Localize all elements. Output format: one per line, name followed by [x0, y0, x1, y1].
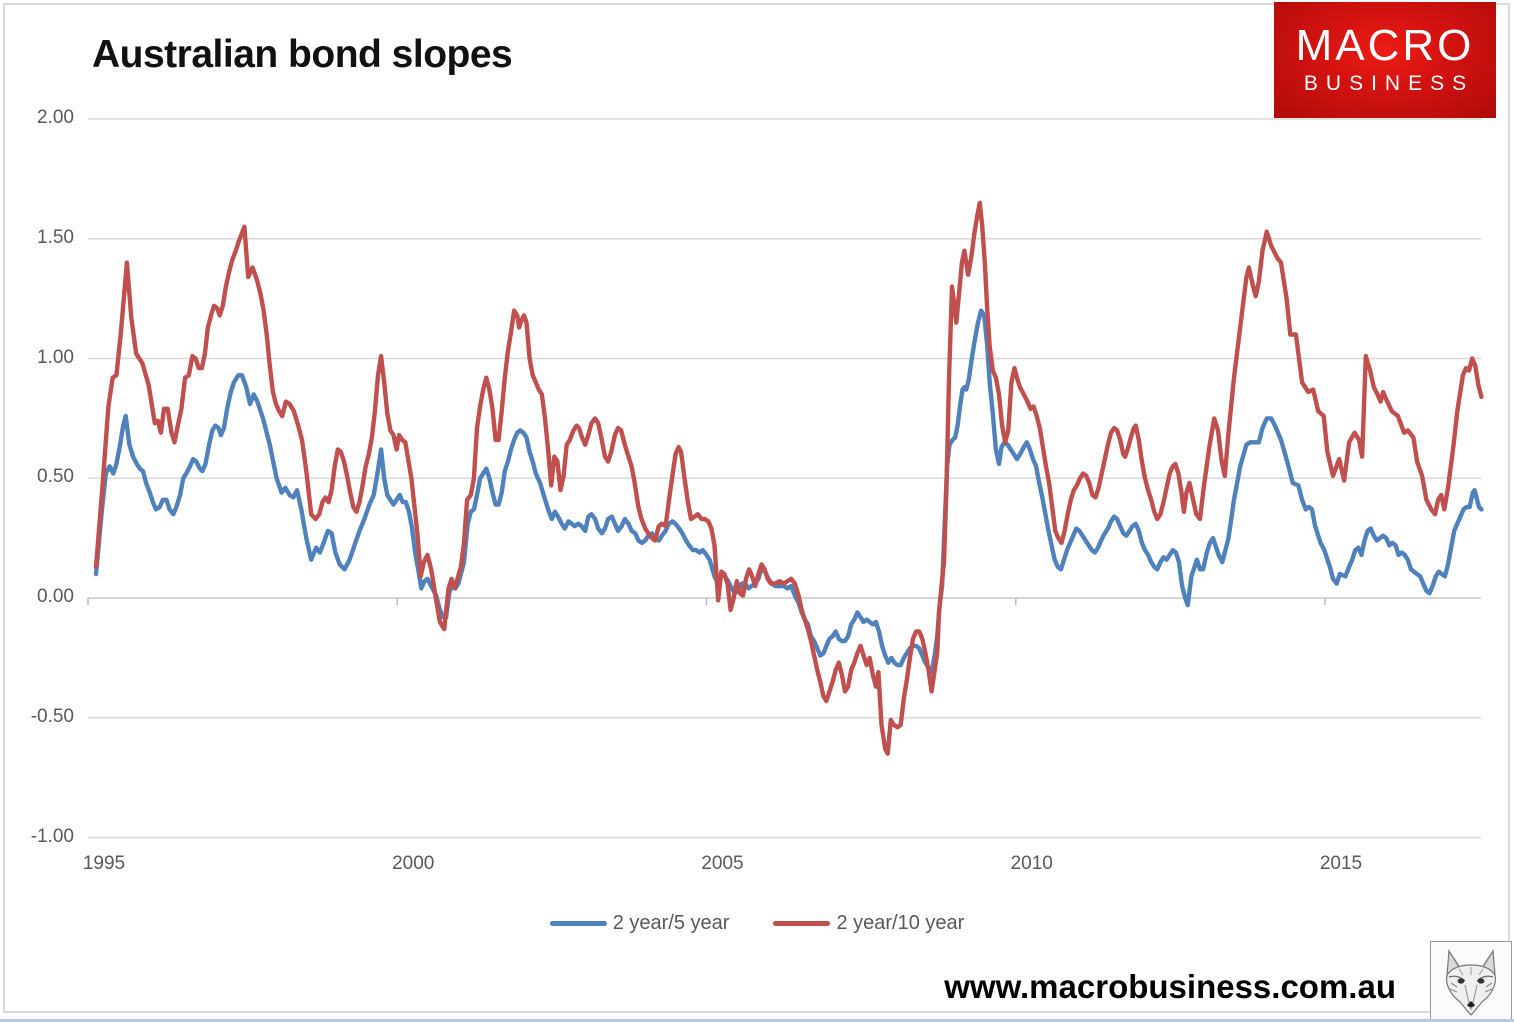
- y-tick-label: 0.00: [37, 586, 74, 607]
- y-tick-label: 1.00: [37, 346, 74, 368]
- legend-item-2y10y: 2 year/10 year: [773, 912, 964, 935]
- macrobusiness-logo: MACRO BUSINESS: [1274, 2, 1496, 118]
- y-tick-label: -1.00: [30, 825, 74, 847]
- chart-border: [3, 3, 1510, 1013]
- chart-title: Australian bond slopes: [92, 33, 513, 76]
- logo-text-business: BUSINESS: [1303, 72, 1475, 95]
- legend-label-2y10y: 2 year/10 year: [836, 912, 965, 934]
- legend-label-2y5y: 2 year/5 year: [612, 912, 730, 934]
- x-tick-label: 2010: [1010, 853, 1053, 874]
- x-tick-label: 1995: [82, 853, 126, 874]
- wolf-logo-box: [1430, 941, 1512, 1020]
- bottom-accent-strip: [0, 1019, 1514, 1022]
- x-tick-label: 2015: [1319, 853, 1363, 874]
- series-line-2y10y: [93, 200, 1484, 756]
- x-tick-label: 2000: [392, 853, 435, 874]
- y-tick-label: 2.00: [37, 107, 74, 128]
- legend: 2 year/5 year 2 year/10 year: [0, 912, 1514, 935]
- series-line-2y5y: [93, 308, 1484, 675]
- legend-swatch-red: [773, 921, 831, 926]
- wolf-icon: [1446, 948, 1496, 1016]
- logo-text-macro: MACRO: [1295, 21, 1475, 70]
- legend-swatch-blue: [549, 921, 607, 926]
- y-tick-label: -0.50: [30, 705, 74, 727]
- legend-item-2y5y: 2 year/5 year: [549, 912, 730, 935]
- y-tick-label: 0.50: [37, 466, 74, 488]
- website-url: www.macrobusiness.com.au: [944, 968, 1396, 1005]
- y-tick-label: 1.50: [37, 226, 74, 248]
- x-tick-label: 2005: [701, 853, 744, 874]
